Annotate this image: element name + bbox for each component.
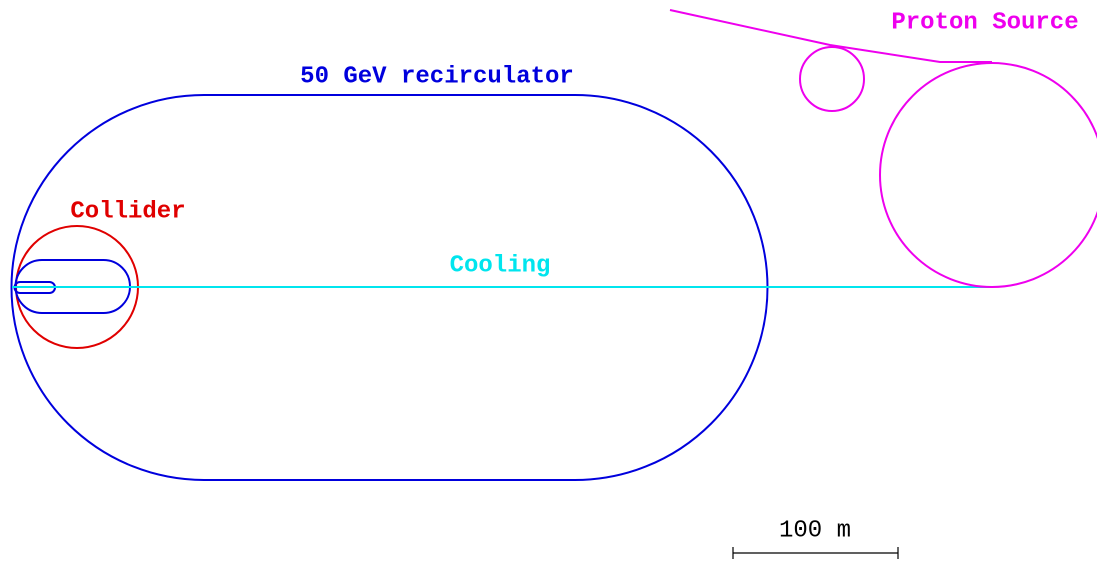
inner-racetrack — [14, 259, 131, 314]
collider-label: Collider — [70, 198, 185, 225]
cooling-label: Cooling — [450, 252, 551, 279]
proton-line — [669, 9, 992, 63]
scale-bar — [732, 547, 899, 559]
proton-ring-large — [879, 62, 1097, 288]
proton-source-label: Proton Source — [891, 9, 1078, 36]
proton-ring-small — [799, 46, 865, 112]
recirculator-label: 50 GeV recirculator — [300, 63, 574, 90]
recirculator-ring — [10, 94, 769, 481]
scale-label: 100 m — [779, 517, 851, 544]
small-racetrack — [13, 281, 56, 294]
